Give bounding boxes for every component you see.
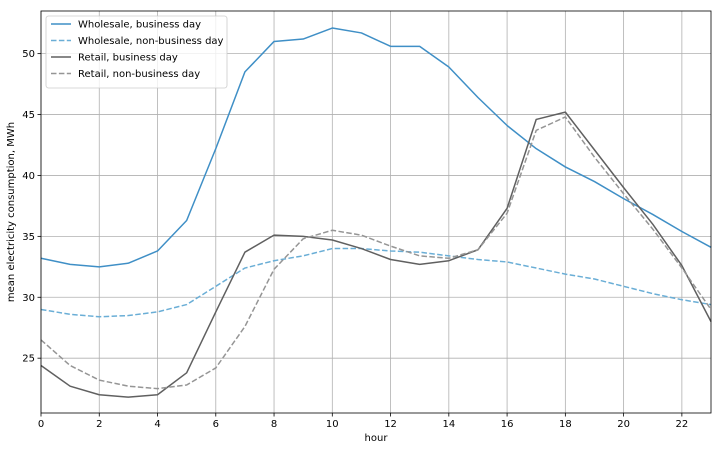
y-tick-label: 25 (22, 354, 35, 365)
plot-frame (40, 10, 712, 414)
series-line-retail-non-business-day (40, 116, 712, 390)
legend-label: Wholesale, business day (78, 20, 201, 31)
x-tick-label: 0 (38, 419, 44, 430)
legend: Wholesale, business day Wholesale, non-bu… (45, 15, 228, 89)
series-lines (40, 27, 712, 398)
series-line-wholesale-business-day (40, 27, 712, 268)
x-tick-label: 4 (154, 419, 160, 430)
x-axis-label: hour (365, 433, 389, 444)
legend-label: Wholesale, non-business day (78, 36, 224, 47)
x-tick-label: 10 (326, 419, 339, 430)
y-axis-label: mean electricity consumption, MWh (6, 122, 17, 302)
legend-label: Retail, non-business day (78, 69, 200, 80)
x-tick-label: 20 (617, 419, 630, 430)
x-tick-label: 22 (676, 419, 689, 430)
x-tick-label: 8 (271, 419, 277, 430)
series-line-wholesale-non-business-day (40, 247, 712, 318)
x-tick-label: 18 (559, 419, 572, 430)
y-tick-label: 45 (22, 110, 35, 121)
legend-box (45, 15, 228, 89)
y-tick-label: 50 (22, 49, 35, 60)
x-tick-label: 12 (384, 419, 397, 430)
grid (40, 11, 711, 413)
x-tick-label: 6 (213, 419, 219, 430)
x-tick-label: 16 (501, 419, 514, 430)
series-line-retail-business-day (40, 111, 712, 398)
legend-label: Retail, business day (78, 53, 178, 64)
y-tick-label: 30 (22, 293, 35, 304)
y-tick-label: 35 (22, 232, 35, 243)
x-tick-label: 2 (96, 419, 102, 430)
x-tick-label: 14 (442, 419, 455, 430)
axis-ticks: 0 2 4 6 8 10 12 14 16 18 20 22 25 30 35 40 45 50 (22, 49, 688, 430)
y-tick-label: 40 (22, 171, 35, 182)
